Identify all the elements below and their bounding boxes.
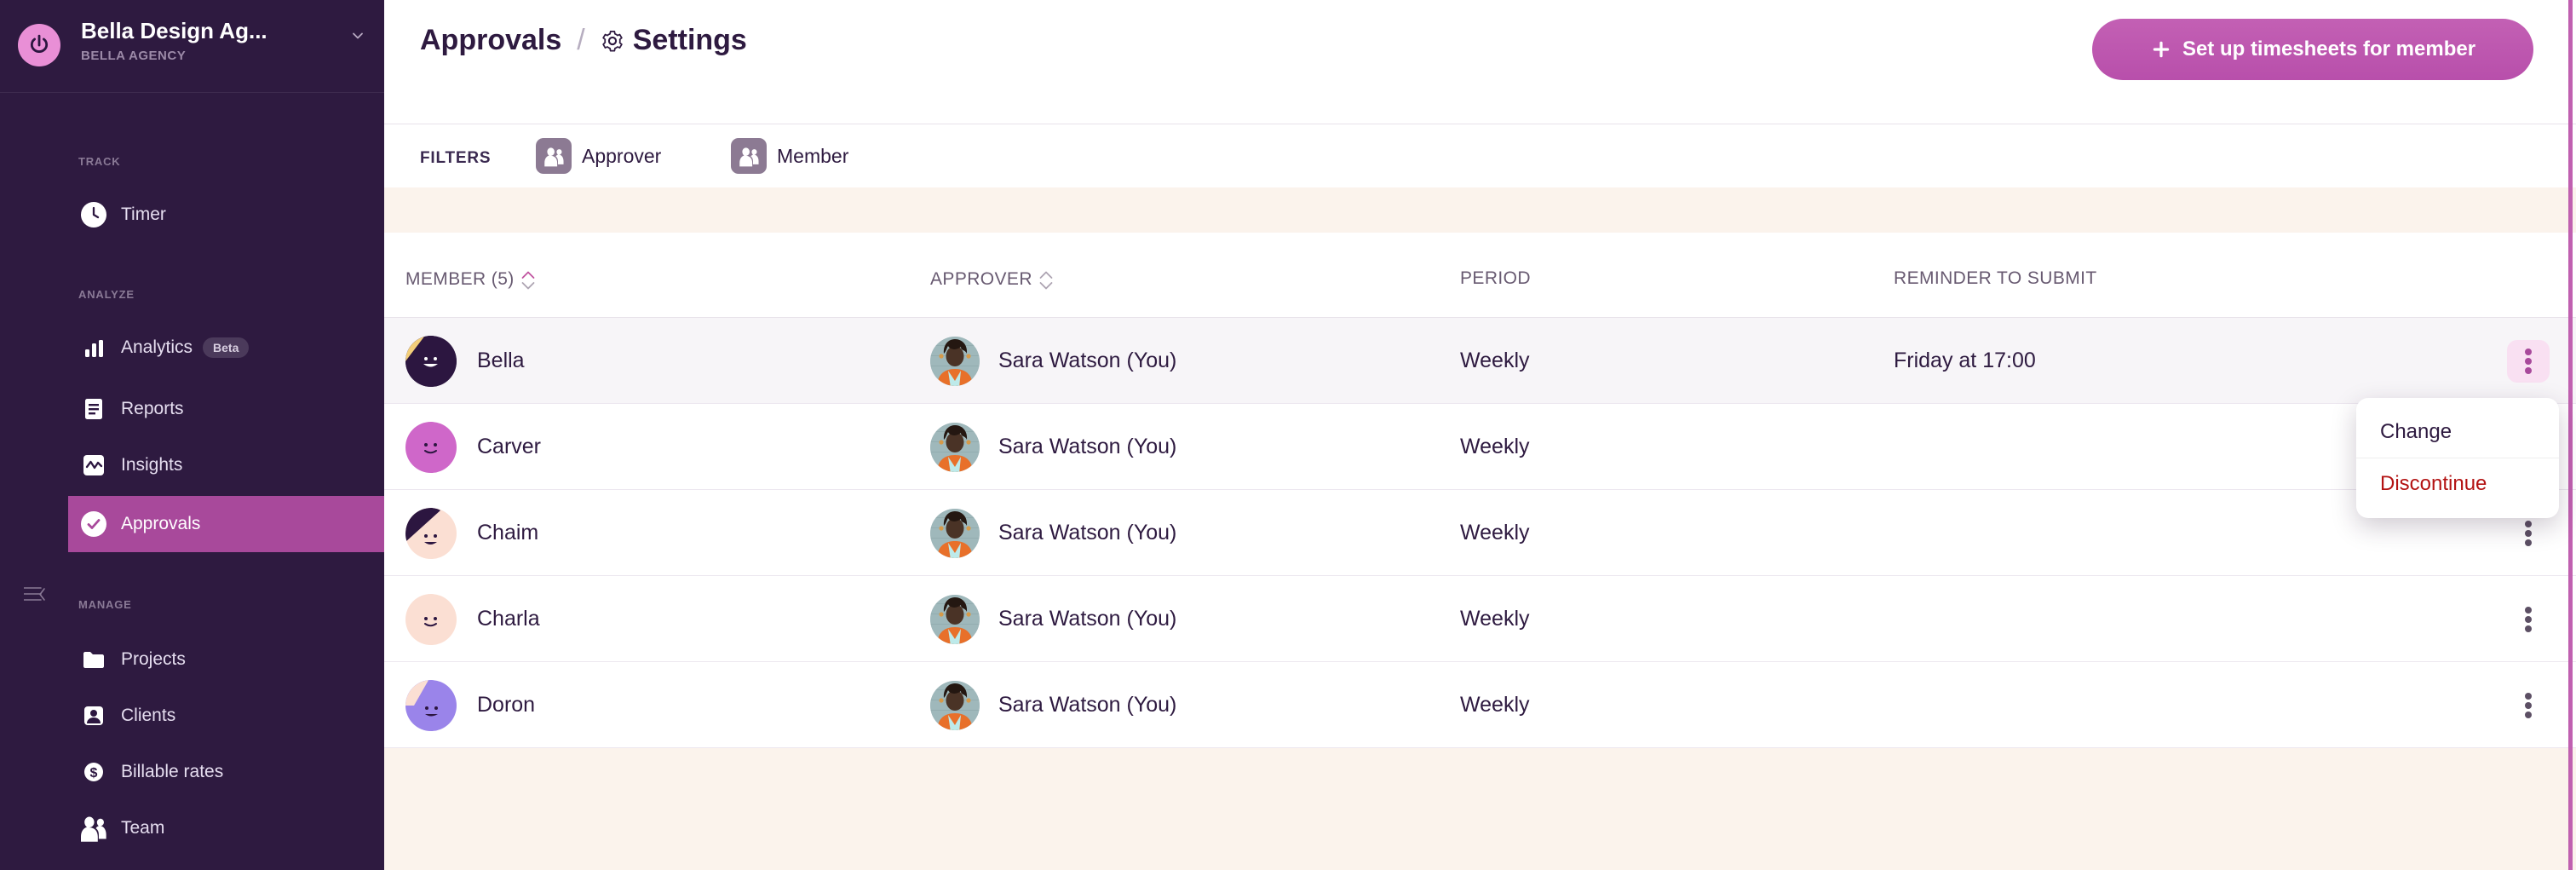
svg-text:$: $ [90,766,98,781]
